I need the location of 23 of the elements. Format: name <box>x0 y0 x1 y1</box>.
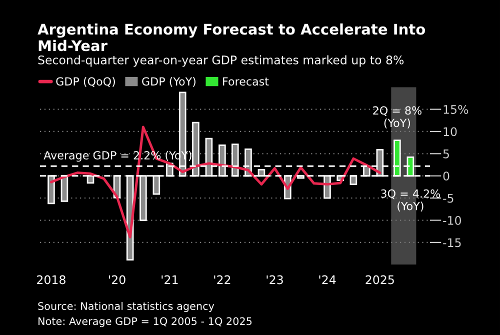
x-tick-label: 2025 <box>366 275 394 284</box>
legend-label: GDP (YoY) <box>142 77 196 87</box>
source-note: Source: National statistics agency <box>38 302 214 312</box>
x-tick-label: '23 <box>266 275 283 284</box>
y-tick-label: -15 <box>443 238 461 248</box>
x-tick-label: 2018 <box>37 275 66 284</box>
annotation: 3Q = 4.2% (YoY) <box>381 189 440 212</box>
text: Note: Average GDP = 1Q 2005 - 1Q 2025 <box>38 317 252 328</box>
y-tick-label: 5 <box>443 150 449 158</box>
y-tick-label: 10 <box>444 127 457 136</box>
x-tick-label: '24 <box>319 275 336 284</box>
y-tick-label: -10 <box>443 216 461 225</box>
annotation: 2Q = 8% (YoY) <box>373 106 422 128</box>
chart-subtitle: Second-quarter year-on-year GDP estimates marked up to 8% <box>38 55 404 67</box>
x-tick-label: '20 <box>108 275 126 284</box>
y-tick-label: -5 <box>443 194 454 203</box>
x-tick-label: '22 <box>214 275 230 284</box>
y-tick-label: 0 <box>443 172 450 181</box>
chart-title: Argentina Economy Forecast to Accelerate Into Mid-Year <box>38 23 426 52</box>
x-tick-label: '21 <box>162 275 178 284</box>
y-tick-label: 15% <box>444 105 468 114</box>
legend-label: GDP (QoQ) <box>56 77 115 87</box>
legend-label: Forecast <box>223 77 269 86</box>
